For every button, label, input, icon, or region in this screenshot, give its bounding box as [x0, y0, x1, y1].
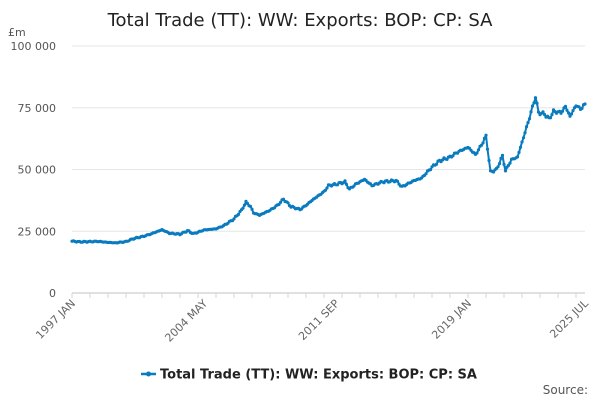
data-point-marker[interactable]	[500, 153, 505, 157]
data-point-marker[interactable]	[499, 156, 503, 160]
y-tick-label: 0	[49, 287, 56, 300]
data-point-marker[interactable]	[535, 101, 539, 105]
data-point-marker[interactable]	[250, 207, 254, 211]
data-point-marker[interactable]	[526, 121, 530, 125]
y-tick-label: 75 000	[18, 102, 57, 115]
data-point-marker[interactable]	[569, 112, 574, 116]
source-credit: Source:	[543, 383, 588, 397]
data-point-marker[interactable]	[506, 163, 511, 167]
legend-marker-swatch	[146, 371, 151, 377]
gridlines	[71, 45, 585, 298]
data-point-marker[interactable]	[571, 109, 575, 113]
x-tick-label: 2025 JUL	[547, 296, 591, 340]
x-tick-label: 2011 SEP	[296, 297, 342, 343]
data-point-marker[interactable]	[241, 206, 245, 210]
data-point-marker[interactable]	[236, 212, 241, 216]
data-point-marker[interactable]	[476, 148, 481, 152]
data-point-marker[interactable]	[566, 111, 571, 115]
data-point-marker[interactable]	[580, 106, 584, 110]
data-point-marker[interactable]	[281, 197, 286, 201]
data-point-marker[interactable]	[517, 150, 521, 154]
data-point-marker[interactable]	[521, 136, 526, 140]
data-point-marker[interactable]	[536, 110, 541, 114]
data-point-marker[interactable]	[503, 169, 508, 173]
data-point-marker[interactable]	[445, 157, 449, 161]
y-axis-unit-label: £m	[8, 26, 26, 39]
x-tick-label: 2019 JAN	[429, 297, 474, 342]
data-point-marker[interactable]	[533, 96, 538, 100]
data-point-marker[interactable]	[515, 155, 520, 159]
data-point-marker[interactable]	[485, 147, 490, 151]
data-point-marker[interactable]	[565, 108, 569, 112]
data-point-marker[interactable]	[428, 168, 433, 172]
data-point-marker[interactable]	[286, 201, 290, 205]
data-point-marker[interactable]	[527, 117, 532, 121]
x-tick-label: 1997 JAN	[33, 297, 78, 342]
data-point-marker[interactable]	[508, 161, 512, 165]
data-point-marker[interactable]	[475, 151, 479, 155]
data-point-marker[interactable]	[482, 136, 487, 140]
data-point-marker[interactable]	[278, 200, 283, 204]
series-line	[71, 96, 586, 244]
data-point-marker[interactable]	[529, 110, 533, 114]
data-point-marker[interactable]	[520, 140, 524, 144]
legend[interactable]: Total Trade (TT): WW: Exports: BOP: CP: …	[141, 368, 477, 383]
y-tick-label: 100 000	[11, 40, 57, 53]
data-point-marker[interactable]	[548, 116, 553, 120]
data-point-marker[interactable]	[325, 186, 329, 190]
data-point-marker[interactable]	[542, 112, 547, 117]
x-tick-label: 2004 MAY	[162, 297, 210, 345]
data-point-marker[interactable]	[232, 217, 236, 221]
data-point-marker[interactable]	[496, 165, 500, 169]
data-point-marker[interactable]	[583, 102, 587, 106]
data-point-marker[interactable]	[532, 101, 536, 105]
series-plot-area	[70, 96, 587, 245]
y-tick-label: 25 000	[18, 225, 57, 238]
data-point-marker[interactable]	[530, 104, 535, 108]
data-point-marker[interactable]	[344, 182, 349, 186]
data-point-marker[interactable]	[550, 113, 554, 117]
data-point-marker[interactable]	[434, 162, 439, 166]
data-point-marker[interactable]	[523, 131, 527, 135]
data-point-marker[interactable]	[481, 141, 485, 145]
x-axis-ticks: 1997 JAN 2004 MAY 2011 SEP 2019 JAN 2025 JUL	[33, 296, 591, 344]
data-point-marker[interactable]	[560, 109, 565, 113]
data-point-marker[interactable]	[451, 154, 455, 158]
data-point-marker[interactable]	[524, 125, 529, 129]
data-point-marker[interactable]	[484, 133, 488, 137]
data-point-marker[interactable]	[424, 172, 428, 176]
data-point-marker[interactable]	[487, 158, 491, 163]
y-axis-ticks: 0 25 000 50 000 75 000 100 000	[11, 40, 57, 300]
data-point-marker[interactable]	[577, 105, 581, 109]
legend-series-label: Total Trade (TT): WW: Exports: BOP: CP: …	[160, 368, 477, 383]
data-point-marker[interactable]	[248, 204, 253, 208]
data-point-marker[interactable]	[502, 162, 506, 166]
data-point-marker[interactable]	[518, 145, 523, 149]
data-point-marker[interactable]	[541, 110, 545, 114]
data-point-marker[interactable]	[343, 179, 347, 183]
data-point-marker[interactable]	[242, 203, 247, 207]
data-point-marker[interactable]	[563, 104, 568, 108]
data-point-marker[interactable]	[395, 179, 400, 183]
data-point-marker[interactable]	[497, 162, 502, 166]
y-tick-label: 50 000	[18, 164, 57, 177]
chart-title: Total Trade (TT): WW: Exports: BOP: CP: …	[107, 10, 493, 31]
